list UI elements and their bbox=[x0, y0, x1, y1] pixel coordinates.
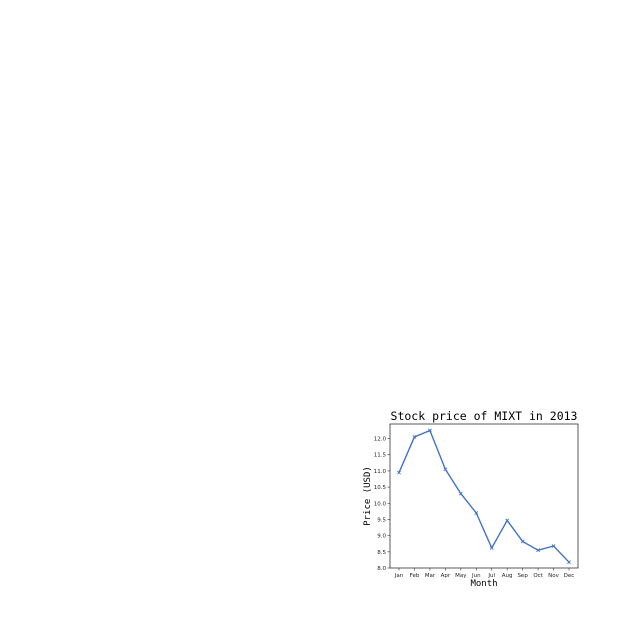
data-point bbox=[412, 435, 417, 439]
x-tick-label: Apr bbox=[441, 573, 451, 579]
y-tick-label: 12.0 bbox=[374, 437, 387, 443]
data-point bbox=[443, 467, 448, 472]
x-tick-label: Nov bbox=[548, 573, 559, 579]
data-point bbox=[520, 539, 525, 544]
y-tick-label: 9.5 bbox=[377, 517, 386, 523]
data-point bbox=[397, 470, 401, 475]
x-tick-label: Jun bbox=[471, 573, 481, 579]
x-tick-label: Oct bbox=[533, 573, 543, 579]
data-point bbox=[551, 544, 556, 548]
x-tick-label: Jan bbox=[394, 573, 404, 579]
x-tick-label: May bbox=[455, 573, 467, 579]
y-axis-label: Price (USD) bbox=[363, 466, 373, 526]
x-tick-label: Aug bbox=[502, 573, 513, 579]
data-point bbox=[536, 548, 541, 553]
x-tick-label: Dec bbox=[564, 573, 575, 579]
x-tick-label: Mar bbox=[425, 573, 436, 579]
chart-title: Stock price of MIXT in 2013 bbox=[391, 409, 578, 423]
y-tick-label: 11.0 bbox=[374, 469, 387, 475]
x-axis-label: Month bbox=[470, 579, 497, 589]
y-tick-label: 8.0 bbox=[377, 566, 386, 572]
data-point bbox=[567, 560, 571, 565]
plot-area bbox=[389, 423, 579, 569]
y-axis: 8.0 8.5 9.0 9.5 10.0 10.5 11.0 11.5 12.0 bbox=[374, 437, 390, 572]
y-tick-label: 10.0 bbox=[374, 501, 387, 507]
series-group bbox=[397, 428, 571, 565]
series-line bbox=[398, 429, 570, 563]
x-tick-label: Jul bbox=[487, 573, 495, 579]
y-tick-label: 9.0 bbox=[377, 534, 386, 540]
x-tick-label: Sep bbox=[517, 573, 528, 579]
data-point bbox=[505, 518, 510, 523]
data-point bbox=[489, 546, 494, 550]
y-tick-label: 11.5 bbox=[374, 453, 387, 459]
x-tick-label: Feb bbox=[410, 573, 420, 579]
data-point bbox=[427, 428, 432, 433]
x-axis: Jan Feb Mar Apr May Jun Jul Aug Sep Oct Nov Dec bbox=[394, 568, 575, 579]
data-point bbox=[474, 511, 479, 515]
y-tick-label: 10.5 bbox=[374, 485, 387, 491]
y-tick-label: 8.5 bbox=[377, 550, 386, 556]
data-point bbox=[458, 491, 463, 496]
